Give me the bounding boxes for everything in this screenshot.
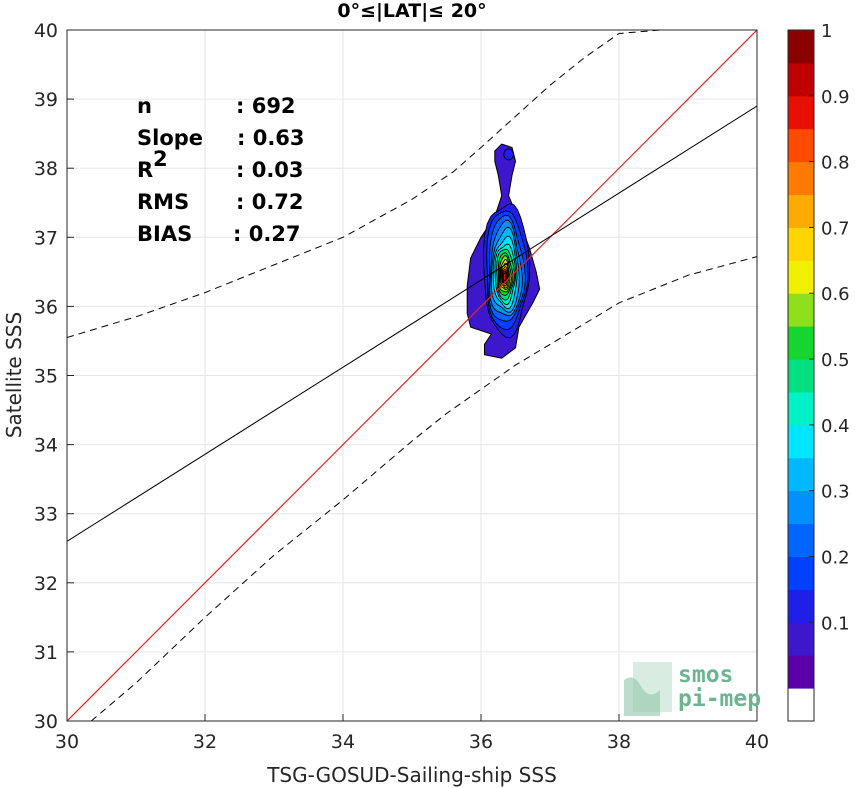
y-tick-label-8: 38 [34, 158, 58, 180]
colorbar-segment-10 [788, 359, 814, 393]
logo-text-smos: smos [678, 662, 733, 688]
colorbar-tick-label-6: 0.7 [821, 218, 850, 239]
colorbar-tick-label-2: 0.3 [821, 482, 850, 503]
colorbar-segment-11 [788, 326, 814, 360]
upper-confidence-bound [67, 30, 661, 338]
colorbar-tick-label-3: 0.4 [821, 416, 850, 437]
logo-waves-icon-2 [624, 677, 660, 716]
stat-value-2: : 0.03 [236, 158, 304, 182]
y-tick-label-5: 35 [34, 366, 58, 388]
colorbar-segment-13 [788, 260, 814, 294]
y-tick-label-7: 37 [34, 227, 58, 249]
x-tick-label-4: 38 [607, 731, 631, 753]
colorbar-tick-label-8: 0.9 [821, 87, 850, 108]
colorbar-tick-label-5: 0.6 [821, 284, 850, 305]
colorbar-tick-label-1: 0.2 [821, 547, 850, 568]
colorbar-segment-3 [788, 589, 814, 623]
x-axis-ticks: 30 32 34 36 38 40 [55, 714, 769, 753]
x-tick-label-3: 36 [469, 731, 493, 753]
colorbar: 0.1 0.2 0.3 0.4 0.5 0.6 0.7 0.8 0.9 1 [787, 21, 850, 722]
y-axis-label: Satellite SSS [2, 312, 26, 438]
y-tick-label-3: 33 [34, 504, 58, 526]
stat-value-3: : 0.72 [236, 190, 304, 214]
y-tick-label-1: 31 [34, 642, 58, 664]
smos-pimep-logo: smos pi-mep [624, 662, 761, 716]
colorbar-segment-15 [788, 194, 814, 228]
stat-key-0: n [137, 94, 152, 118]
colorbar-segment-14 [788, 227, 814, 261]
y-axis-ticks: 30 31 32 33 34 35 36 37 38 39 40 [34, 20, 74, 733]
regression-line [67, 105, 757, 542]
y-tick-label-2: 32 [34, 573, 58, 595]
identity-line [67, 30, 757, 721]
colorbar-segment-12 [788, 293, 814, 327]
colorbar-tick-label-7: 0.8 [821, 153, 850, 174]
y-tick-label-9: 39 [34, 89, 58, 111]
colorbar-segment-18 [788, 95, 814, 130]
y-tick-label-4: 34 [34, 435, 58, 457]
stat-value-1: : 0.63 [237, 126, 305, 150]
colorbar-segment-9 [788, 391, 814, 426]
colorbar-segment-7 [788, 457, 814, 492]
lower-confidence-bound [90, 256, 757, 721]
stat-key-4: BIAS [137, 222, 192, 246]
colorbar-segment-0 [788, 688, 814, 722]
stat-value-4: : 0.27 [233, 222, 301, 246]
y-tick-label-6: 36 [34, 296, 58, 318]
density-contour-16 [502, 272, 507, 281]
colorbar-segment-17 [788, 128, 814, 163]
y-tick-label-0: 30 [34, 711, 58, 733]
colorbar-segment-4 [788, 556, 814, 590]
colorbar-segment-1 [788, 655, 814, 689]
x-tick-label-1: 32 [193, 731, 217, 753]
colorbar-frame [787, 29, 815, 722]
colorbar-tick-label-0: 0.1 [821, 613, 850, 634]
stat-key-2: R [137, 158, 153, 182]
y-tick-label-10: 40 [34, 20, 58, 42]
stat-key-3: RMS [137, 190, 189, 214]
chart-title: 0°≤|LAT|≤ 20° [337, 0, 486, 22]
colorbar-segment-16 [788, 161, 814, 196]
stat-key-sup-2: 2 [153, 147, 168, 171]
fit-lines [67, 30, 757, 721]
colorbar-segment-6 [788, 490, 814, 525]
x-tick-label-2: 34 [331, 731, 355, 753]
colorbar-segment-20 [788, 30, 814, 64]
x-tick-label-0: 30 [55, 731, 79, 753]
x-tick-label-5: 40 [745, 731, 769, 753]
stat-value-0: : 692 [236, 94, 296, 118]
colorbar-segment-5 [788, 523, 814, 557]
logo-text-pimep: pi-mep [678, 686, 761, 712]
density-contours [466, 143, 541, 359]
colorbar-segment-19 [788, 62, 814, 97]
x-axis-label: TSG-GOSUD-Sailing-ship SSS [266, 763, 557, 787]
colorbar-tick-label-9: 1 [821, 21, 832, 42]
statistics-block: n : 692 Slope : 0.63 R 2 : 0.03 RMS : 0.72 BIAS : … [137, 94, 305, 246]
density-contour-hole [503, 148, 514, 161]
stat-key-1: Slope [137, 126, 203, 150]
colorbar-segment-2 [788, 622, 814, 656]
grid-lines [67, 30, 757, 721]
colorbar-tick-label-4: 0.5 [821, 350, 850, 371]
colorbar-segment-8 [788, 424, 814, 459]
